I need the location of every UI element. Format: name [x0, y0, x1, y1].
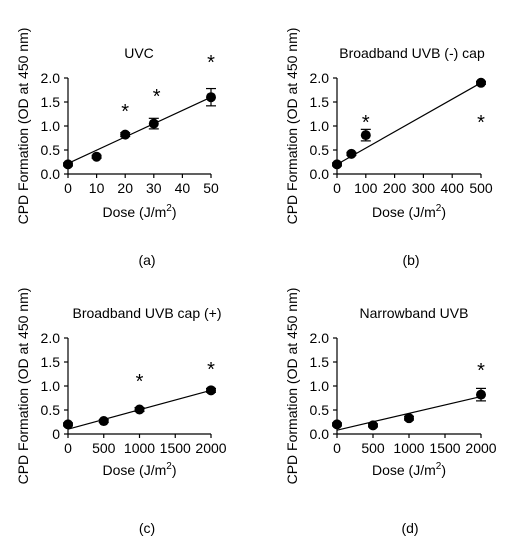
data-point — [91, 151, 102, 162]
x-tick-label: 50 — [203, 180, 219, 196]
y-tick-label: 0.5 — [41, 142, 61, 158]
data-point — [206, 92, 216, 103]
data-point — [476, 77, 486, 88]
significance-star: * — [121, 101, 129, 123]
y-tick-label: 0.5 — [310, 402, 330, 418]
data-point — [346, 148, 357, 159]
data-point — [63, 419, 73, 430]
chart-title: Broadband UVB (-) cap — [339, 45, 485, 61]
y-axis-label: CPD Formation (OD at 450 nm) — [284, 28, 300, 225]
x-tick-label: 0 — [64, 440, 72, 456]
y-tick-label: 2.0 — [310, 70, 330, 86]
y-tick-label: 2.0 — [310, 330, 330, 346]
x-axis-label: Dose (J/m2) — [102, 203, 176, 220]
panel-label: (a) — [138, 252, 155, 268]
significance-star: * — [477, 112, 485, 134]
chart-panel-1: Broadband UVB (-) cap 0.0 0.5 1.0 1.5 2.0 0 100… — [284, 28, 493, 268]
y-tick-label: 1.0 — [41, 378, 61, 394]
x-tick-label: 400 — [441, 180, 465, 196]
x-tick-label: 1000 — [124, 440, 155, 456]
y-tick-label: 1.0 — [41, 118, 61, 134]
significance-star: * — [207, 359, 215, 381]
y-tick-label: 0.0 — [310, 166, 330, 182]
chart-title: Broadband UVB cap (+) — [72, 305, 221, 321]
data-point — [63, 159, 73, 170]
x-tick-label: 2000 — [465, 440, 496, 456]
x-tick-label: 30 — [146, 180, 162, 196]
x-axis-label: Dose (J/m2) — [102, 461, 176, 478]
significance-star: * — [362, 112, 370, 134]
y-tick-label: 1.5 — [310, 94, 330, 110]
y-tick-label: 0.5 — [41, 402, 61, 418]
x-tick-label: 100 — [354, 180, 378, 196]
y-axis-label: CPD Formation (OD at 450 nm) — [15, 288, 31, 485]
x-axis-label: Dose (J/m2) — [372, 461, 446, 478]
x-tick-label: 500 — [92, 440, 116, 456]
data-point — [332, 159, 342, 170]
data-point — [360, 130, 371, 141]
x-tick-label: 0 — [64, 180, 72, 196]
chart-panel-3: Narrowband UVB 0.0 0.5 1.0 1.5 2.0 0 500 1000 150… — [284, 288, 497, 536]
data-point — [332, 419, 342, 430]
y-tick-label: 2.0 — [41, 70, 61, 86]
y-tick-label: 1.0 — [310, 378, 330, 394]
y-tick-label: 1.5 — [41, 354, 61, 370]
y-axis-label: CPD Formation (OD at 450 nm) — [15, 28, 31, 225]
data-point — [120, 129, 131, 140]
y-tick-label: 1.0 — [310, 118, 330, 134]
panel-label: (b) — [402, 252, 419, 268]
x-tick-label: 200 — [383, 180, 407, 196]
x-tick-label: 1500 — [429, 440, 460, 456]
x-tick-label: 40 — [175, 180, 191, 196]
x-tick-label: 0 — [333, 440, 341, 456]
y-tick-label: 1.5 — [41, 94, 61, 110]
chart-panel-0: UVC 0.0 0.5 1.0 1.5 2.0 0 10 20 30 40 50 Dose (J/m2)… — [15, 28, 219, 268]
data-point — [148, 118, 159, 129]
chart-panel-2: Broadband UVB cap (+) 0 0.5 1.0 1.5 2.0 0 500 10… — [15, 288, 227, 536]
significance-star: * — [477, 360, 485, 382]
x-tick-label: 0 — [333, 180, 341, 196]
panel-label: (c) — [139, 520, 155, 536]
x-tick-label: 2000 — [195, 440, 226, 456]
y-tick-label: 0 — [52, 426, 60, 442]
significance-star: * — [207, 52, 215, 74]
x-tick-label: 20 — [117, 180, 133, 196]
panel-label: (d) — [401, 520, 418, 536]
data-point — [368, 420, 378, 431]
y-tick-label: 0.0 — [310, 426, 330, 442]
chart-title: UVC — [124, 45, 154, 61]
regression-line — [336, 82, 482, 165]
y-tick-label: 2.0 — [41, 330, 61, 346]
data-point — [206, 385, 216, 396]
data-point — [134, 404, 145, 415]
data-point — [98, 416, 109, 427]
x-tick-label: 500 — [361, 440, 385, 456]
significance-star: * — [136, 371, 144, 393]
data-point — [476, 389, 486, 400]
y-tick-label: 0.0 — [41, 166, 61, 182]
y-axis-label: CPD Formation (OD at 450 nm) — [284, 288, 300, 485]
x-tick-label: 1000 — [393, 440, 424, 456]
y-tick-label: 1.5 — [310, 354, 330, 370]
regression-line — [67, 96, 212, 164]
x-tick-label: 300 — [412, 180, 436, 196]
data-point — [404, 413, 414, 424]
chart-title: Narrowband UVB — [360, 305, 469, 321]
significance-star: * — [153, 86, 161, 108]
x-tick-label: 1500 — [160, 440, 191, 456]
x-axis-label: Dose (J/m2) — [372, 203, 446, 220]
x-tick-label: 500 — [469, 180, 493, 196]
x-tick-label: 10 — [89, 180, 105, 196]
y-tick-label: 0.5 — [310, 142, 330, 158]
